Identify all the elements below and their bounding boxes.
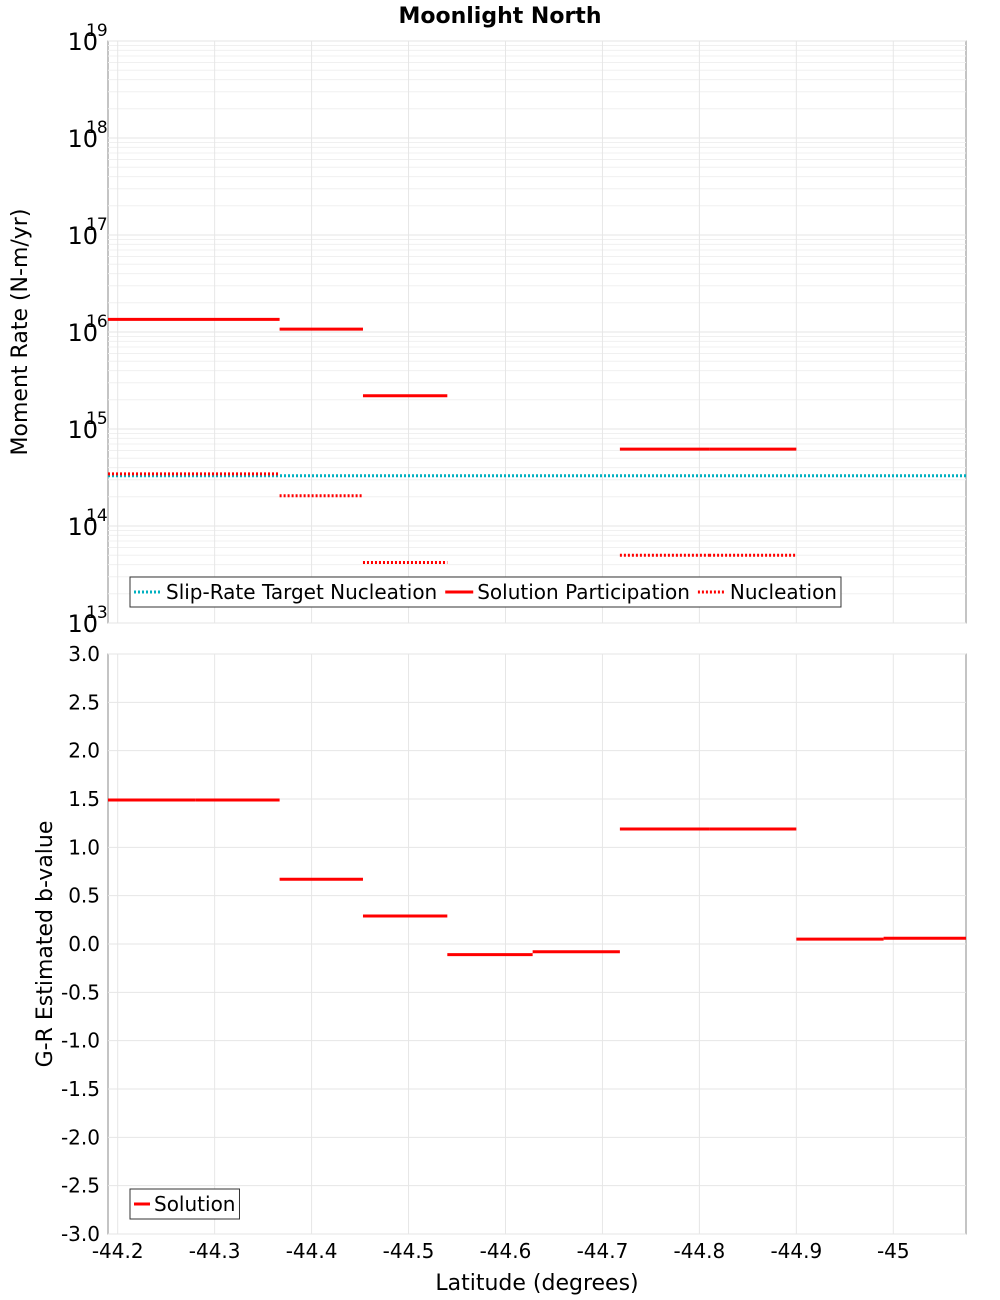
bottom-series	[108, 798, 966, 957]
top-series	[108, 317, 966, 565]
bottom-y-tick-label: 1.0	[68, 835, 100, 859]
bottom-y-tick-label: 0.0	[68, 932, 100, 956]
bottom-y-tick-label: -3.0	[61, 1222, 100, 1246]
x-tick-label: -44.3	[189, 1239, 241, 1263]
bottom-y-tick-label: 3.0	[68, 642, 100, 666]
bottom-y-tick-label: -2.0	[61, 1125, 100, 1149]
top-y-tick-exponent: 19	[86, 21, 108, 41]
bottom-x-ticks: -44.2 -44.3 -44.4 -44.5 -44.6 -44.7 -44.8 -44.9…	[92, 1239, 910, 1263]
x-tick-label: -44.9	[770, 1239, 822, 1263]
x-tick-label: -44.4	[286, 1239, 338, 1263]
top-y-tick-label: 10	[67, 125, 98, 153]
bottom-y-tick-label: 2.5	[68, 690, 100, 714]
top-y-tick-exponent: 13	[86, 603, 108, 623]
x-tick-label: -44.6	[480, 1239, 532, 1263]
legend-label: Solution Participation	[477, 580, 690, 604]
top-y-tick-exponent: 15	[86, 409, 108, 429]
top-legend: Slip-Rate Target Nucleation Solution Part…	[129, 576, 842, 608]
x-tick-label: -44.2	[92, 1239, 144, 1263]
legend-label: Solution	[154, 1192, 235, 1216]
legend-label: Nucleation	[730, 580, 837, 604]
bottom-y-tick-label: 1.5	[68, 787, 100, 811]
top-y-tick-exponent: 16	[86, 312, 108, 332]
top-y-tick-exponent: 14	[86, 506, 108, 526]
bottom-y-tick-label: 2.0	[68, 739, 100, 763]
bottom-y-tick-label: 0.5	[68, 884, 100, 908]
x-tick-label: -45	[877, 1239, 910, 1263]
x-axis-label: Latitude (degrees)	[435, 1271, 638, 1296]
top-y-tick-exponent: 17	[86, 215, 108, 235]
top-y-tick-label: 10	[67, 28, 98, 56]
bottom-grid	[108, 653, 966, 1235]
bottom-y-ticks: 3.0 2.5 2.0 1.5 1.0 0.5 0.0 -0.5 -1.0 -1.5 -2.0 -2.…	[61, 642, 100, 1246]
x-tick-label: -44.7	[577, 1239, 629, 1263]
top-y-tick-label: 10	[67, 513, 98, 541]
bottom-y-axis-label: G-R Estimated b-value	[33, 821, 58, 1068]
top-y-tick-label: 10	[67, 610, 98, 638]
chart-title: Moonlight North	[398, 4, 601, 29]
top-y-tick-label: 10	[67, 416, 98, 444]
bottom-y-tick-label: -1.0	[61, 1029, 100, 1053]
legend-label: Slip-Rate Target Nucleation	[166, 580, 437, 604]
bottom-panel: 3.0 2.5 2.0 1.5 1.0 0.5 0.0 -0.5 -1.0 -1.5 -2.0 -2.…	[33, 642, 967, 1296]
top-y-axis-label: Moment Rate (N-m/yr)	[8, 209, 33, 456]
bottom-y-tick-label: -2.5	[61, 1174, 100, 1198]
bottom-legend: Solution	[129, 1188, 240, 1220]
top-y-tick-label: 10	[67, 319, 98, 347]
top-y-tick-exponent: 18	[86, 118, 108, 138]
x-tick-label: -44.5	[383, 1239, 435, 1263]
bottom-y-tick-label: -1.5	[61, 1077, 100, 1101]
top-y-tick-label: 10	[67, 222, 98, 250]
x-tick-label: -44.8	[674, 1239, 726, 1263]
bottom-y-tick-label: -0.5	[61, 980, 100, 1004]
